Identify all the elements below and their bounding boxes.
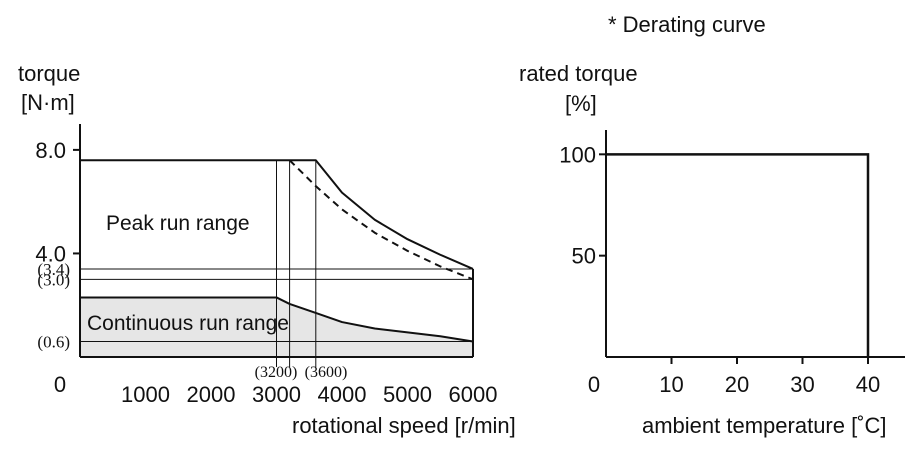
speed-tick-label-3000: 3000 [252, 382, 301, 407]
continuous-torque-curve [80, 296, 474, 343]
annot-y-label-0: (3.4) [37, 260, 70, 279]
peak-torque-curve [80, 159, 474, 270]
speed-tick-label-1000: 1000 [121, 382, 170, 407]
speed-tick-label-5000: 5000 [383, 382, 432, 407]
torque-tick-label-0: 4.0 [35, 241, 66, 266]
temperature-tick-label-30: 30 [790, 372, 814, 397]
annot-x-label-3200: (3200) [255, 364, 298, 381]
temperature-axis-title: ambient temperature [˚C] [642, 413, 887, 438]
derating-curve-note: * Derating curve [608, 12, 766, 37]
rated-torque-tick-label-50: 50 [572, 244, 596, 269]
peak-run-range-label: Peak run range [106, 212, 250, 235]
torque-tick-label-1: 8.0 [35, 138, 66, 163]
rated-torque-axis-unit: [%] [565, 91, 597, 116]
speed-tick-label-6000: 6000 [449, 382, 498, 407]
speed-tick-label-2000: 2000 [187, 382, 236, 407]
speed-axis-title: rotational speed [r/min] [292, 413, 516, 438]
rated-torque-axis-title: rated torque [519, 61, 638, 86]
torque-axis-title: torque [18, 61, 80, 86]
temperature-tick-label-20: 20 [725, 372, 749, 397]
derated-peak-torque-curve [288, 159, 474, 281]
annot-y-label-1: (3.0) [37, 270, 70, 289]
annot-y-label-2: (0.6) [37, 332, 70, 351]
derating-curve-line [606, 153, 870, 357]
speed-origin-label: 0 [54, 372, 66, 397]
speed-tick-label-4000: 4000 [318, 382, 367, 407]
temperature-tick-label-40: 40 [856, 372, 880, 397]
temperature-tick-label-10: 10 [659, 372, 683, 397]
continuous-run-range-label: Continuous run range [87, 312, 289, 335]
temperature-origin-label: 0 [588, 372, 600, 397]
torque-axis-unit: [N·m] [21, 90, 75, 115]
rated-torque-tick-label-100: 100 [559, 142, 596, 167]
annot-x-label-3600: (3600) [305, 364, 348, 381]
